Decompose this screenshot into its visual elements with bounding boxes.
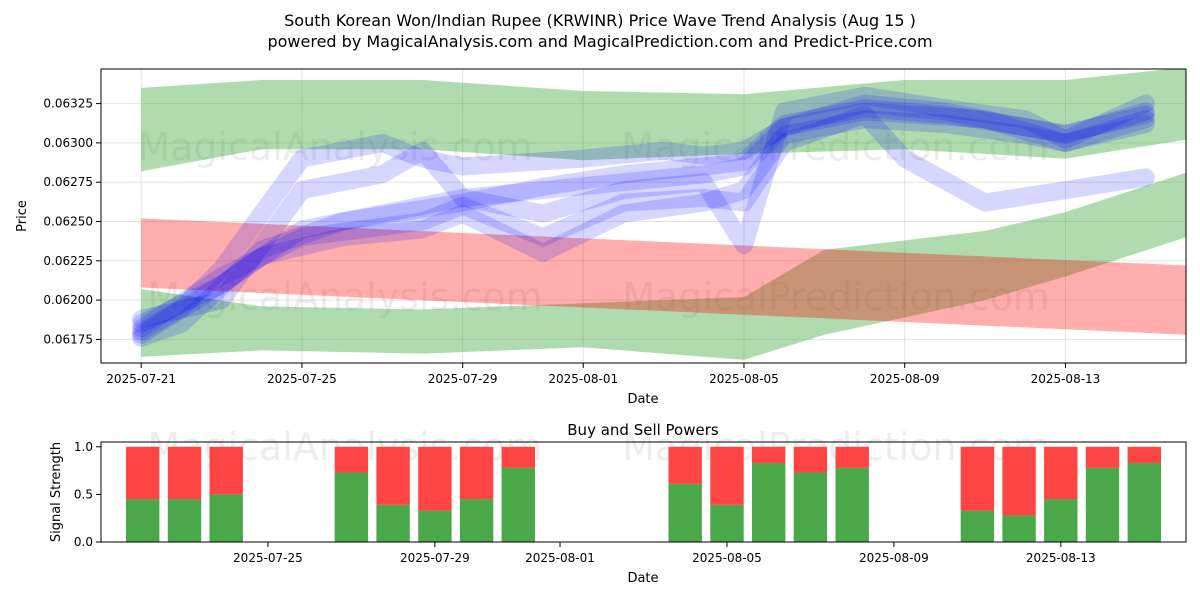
sell-power-bar <box>960 446 995 511</box>
buy-power-bar <box>1127 463 1161 542</box>
buy-power-bar <box>1044 499 1078 542</box>
green-trend-band <box>141 69 1186 172</box>
sell-power-bar <box>793 446 828 473</box>
sell-power-bar <box>418 446 452 511</box>
green-trend-band <box>141 172 1186 360</box>
watermark-analysis-top: MagicalAnalysis.com <box>137 125 532 169</box>
watermark-prediction-mid: MagicalPrediction.com <box>622 275 1050 319</box>
buy-power-bar <box>126 499 160 542</box>
power-chart: Buy and Sell Powers MagicalAnalysis.com … <box>49 421 1187 586</box>
price-y-tick-label: 0.06175 <box>43 332 93 346</box>
buy-power-bar <box>418 510 452 542</box>
buy-power-bar <box>668 483 702 542</box>
power-x-tick-label: 2025-08-13 <box>1026 551 1096 565</box>
sell-power-bar <box>1002 446 1036 516</box>
price-wave-line <box>132 99 1155 347</box>
buy-power-bar <box>960 510 995 542</box>
price-y-tick-label: 0.06200 <box>43 293 93 307</box>
sell-power-bar <box>376 446 410 505</box>
price-wave-line <box>132 110 1155 344</box>
price-x-tick-label: 2025-07-21 <box>106 372 176 386</box>
price-x-tick-label: 2025-07-25 <box>267 372 337 386</box>
sell-power-bar <box>752 446 786 463</box>
sell-power-bar <box>835 446 869 468</box>
price-plot-frame <box>100 68 1187 364</box>
price-y-ticks: 0.06175 0.06200 0.06225 0.06250 0.06275 0.063… <box>43 97 101 346</box>
sell-power-bar <box>1044 446 1078 500</box>
watermark-prediction-top: MagicalPrediction.com <box>621 125 1049 169</box>
sell-power-bar <box>668 446 702 484</box>
buy-power-bar <box>1085 467 1120 542</box>
price-x-tick-label: 2025-08-05 <box>709 372 779 386</box>
power-x-tick-label: 2025-08-05 <box>692 551 762 565</box>
power-chart-title: Buy and Sell Powers <box>567 421 719 439</box>
price-wave-line <box>132 102 1155 341</box>
power-x-tick-label: 2025-07-29 <box>400 551 470 565</box>
sell-power-bar <box>167 446 202 500</box>
price-y-tick-label: 0.06225 <box>43 254 93 268</box>
price-y-tick-label: 0.06300 <box>43 136 93 150</box>
sell-power-bar <box>1127 446 1161 463</box>
power-y-tick-label: 0.5 <box>74 487 93 501</box>
power-x-tick-label: 2025-08-09 <box>859 551 929 565</box>
price-x-tick-label: 2025-08-09 <box>870 372 940 386</box>
price-plot-area <box>101 69 1186 363</box>
power-y-tick-label: 0.0 <box>74 535 93 549</box>
buy-power-bar <box>334 472 369 542</box>
price-waves <box>132 86 1155 347</box>
power-y-ticks: 0.0 0.5 1.0 <box>74 440 101 549</box>
buy-power-bar <box>459 499 494 542</box>
sell-power-bar <box>126 446 160 500</box>
price-bands <box>141 69 1186 360</box>
buy-power-bar <box>376 504 410 542</box>
price-grid <box>101 69 1186 363</box>
price-chart: MagicalAnalysis.com MagicalPrediction.co… <box>15 68 1187 407</box>
price-wave-line <box>132 86 1155 328</box>
price-y-axis-label: Price <box>15 200 30 232</box>
power-y-axis-label: Signal Strength <box>49 442 64 542</box>
price-y-tick-label: 0.06325 <box>43 97 93 111</box>
price-x-tick-label: 2025-08-01 <box>548 372 618 386</box>
sell-power-bar <box>501 446 535 468</box>
sell-power-bar <box>1085 446 1120 468</box>
power-x-ticks: 2025-07-25 2025-07-29 2025-08-01 2025-08-05… <box>233 542 1096 565</box>
sell-power-bar <box>334 446 369 473</box>
buy-power-bar <box>752 463 786 542</box>
price-x-tick-label: 2025-07-29 <box>428 372 498 386</box>
price-x-ticks: 2025-07-21 2025-07-25 2025-07-29 2025-08-01… <box>106 363 1100 386</box>
watermark-analysis-mid: MagicalAnalysis.com <box>147 275 542 319</box>
price-wave-line <box>132 94 1155 333</box>
buy-power-bar <box>835 467 869 542</box>
power-x-tick-label: 2025-07-25 <box>233 551 303 565</box>
chart-title-line1: South Korean Won/Indian Rupee (KRWINR) P… <box>284 11 916 30</box>
buy-power-bar <box>710 504 744 542</box>
price-wave-line <box>132 105 1155 338</box>
power-plot-frame <box>100 441 1187 543</box>
price-y-tick-label: 0.06275 <box>43 175 93 189</box>
power-x-tick-label: 2025-08-01 <box>525 551 595 565</box>
red-trend-band <box>141 218 1186 335</box>
sell-power-bar <box>209 446 243 495</box>
buy-power-bar <box>167 499 202 542</box>
power-bars <box>126 446 1161 542</box>
power-y-tick-label: 1.0 <box>74 440 93 454</box>
price-y-tick-label: 0.06250 <box>43 215 93 229</box>
price-x-axis-label: Date <box>627 392 658 407</box>
price-watermarks: MagicalAnalysis.com MagicalPrediction.co… <box>137 125 1049 319</box>
buy-power-bar <box>501 467 535 542</box>
chart-title-line2: powered by MagicalAnalysis.com and Magic… <box>267 32 932 51</box>
buy-power-bar <box>209 494 243 542</box>
sell-power-bar <box>710 446 744 505</box>
sell-power-bar <box>459 446 494 500</box>
buy-power-bar <box>793 472 828 542</box>
power-x-axis-label: Date <box>627 571 658 586</box>
buy-power-bar <box>1002 515 1036 542</box>
price-x-tick-label: 2025-08-13 <box>1031 372 1101 386</box>
